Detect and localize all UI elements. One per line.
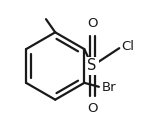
Text: Cl: Cl	[121, 40, 134, 53]
Text: S: S	[87, 58, 97, 74]
Text: O: O	[87, 17, 97, 30]
Text: Br: Br	[101, 81, 116, 94]
Text: O: O	[87, 102, 97, 115]
